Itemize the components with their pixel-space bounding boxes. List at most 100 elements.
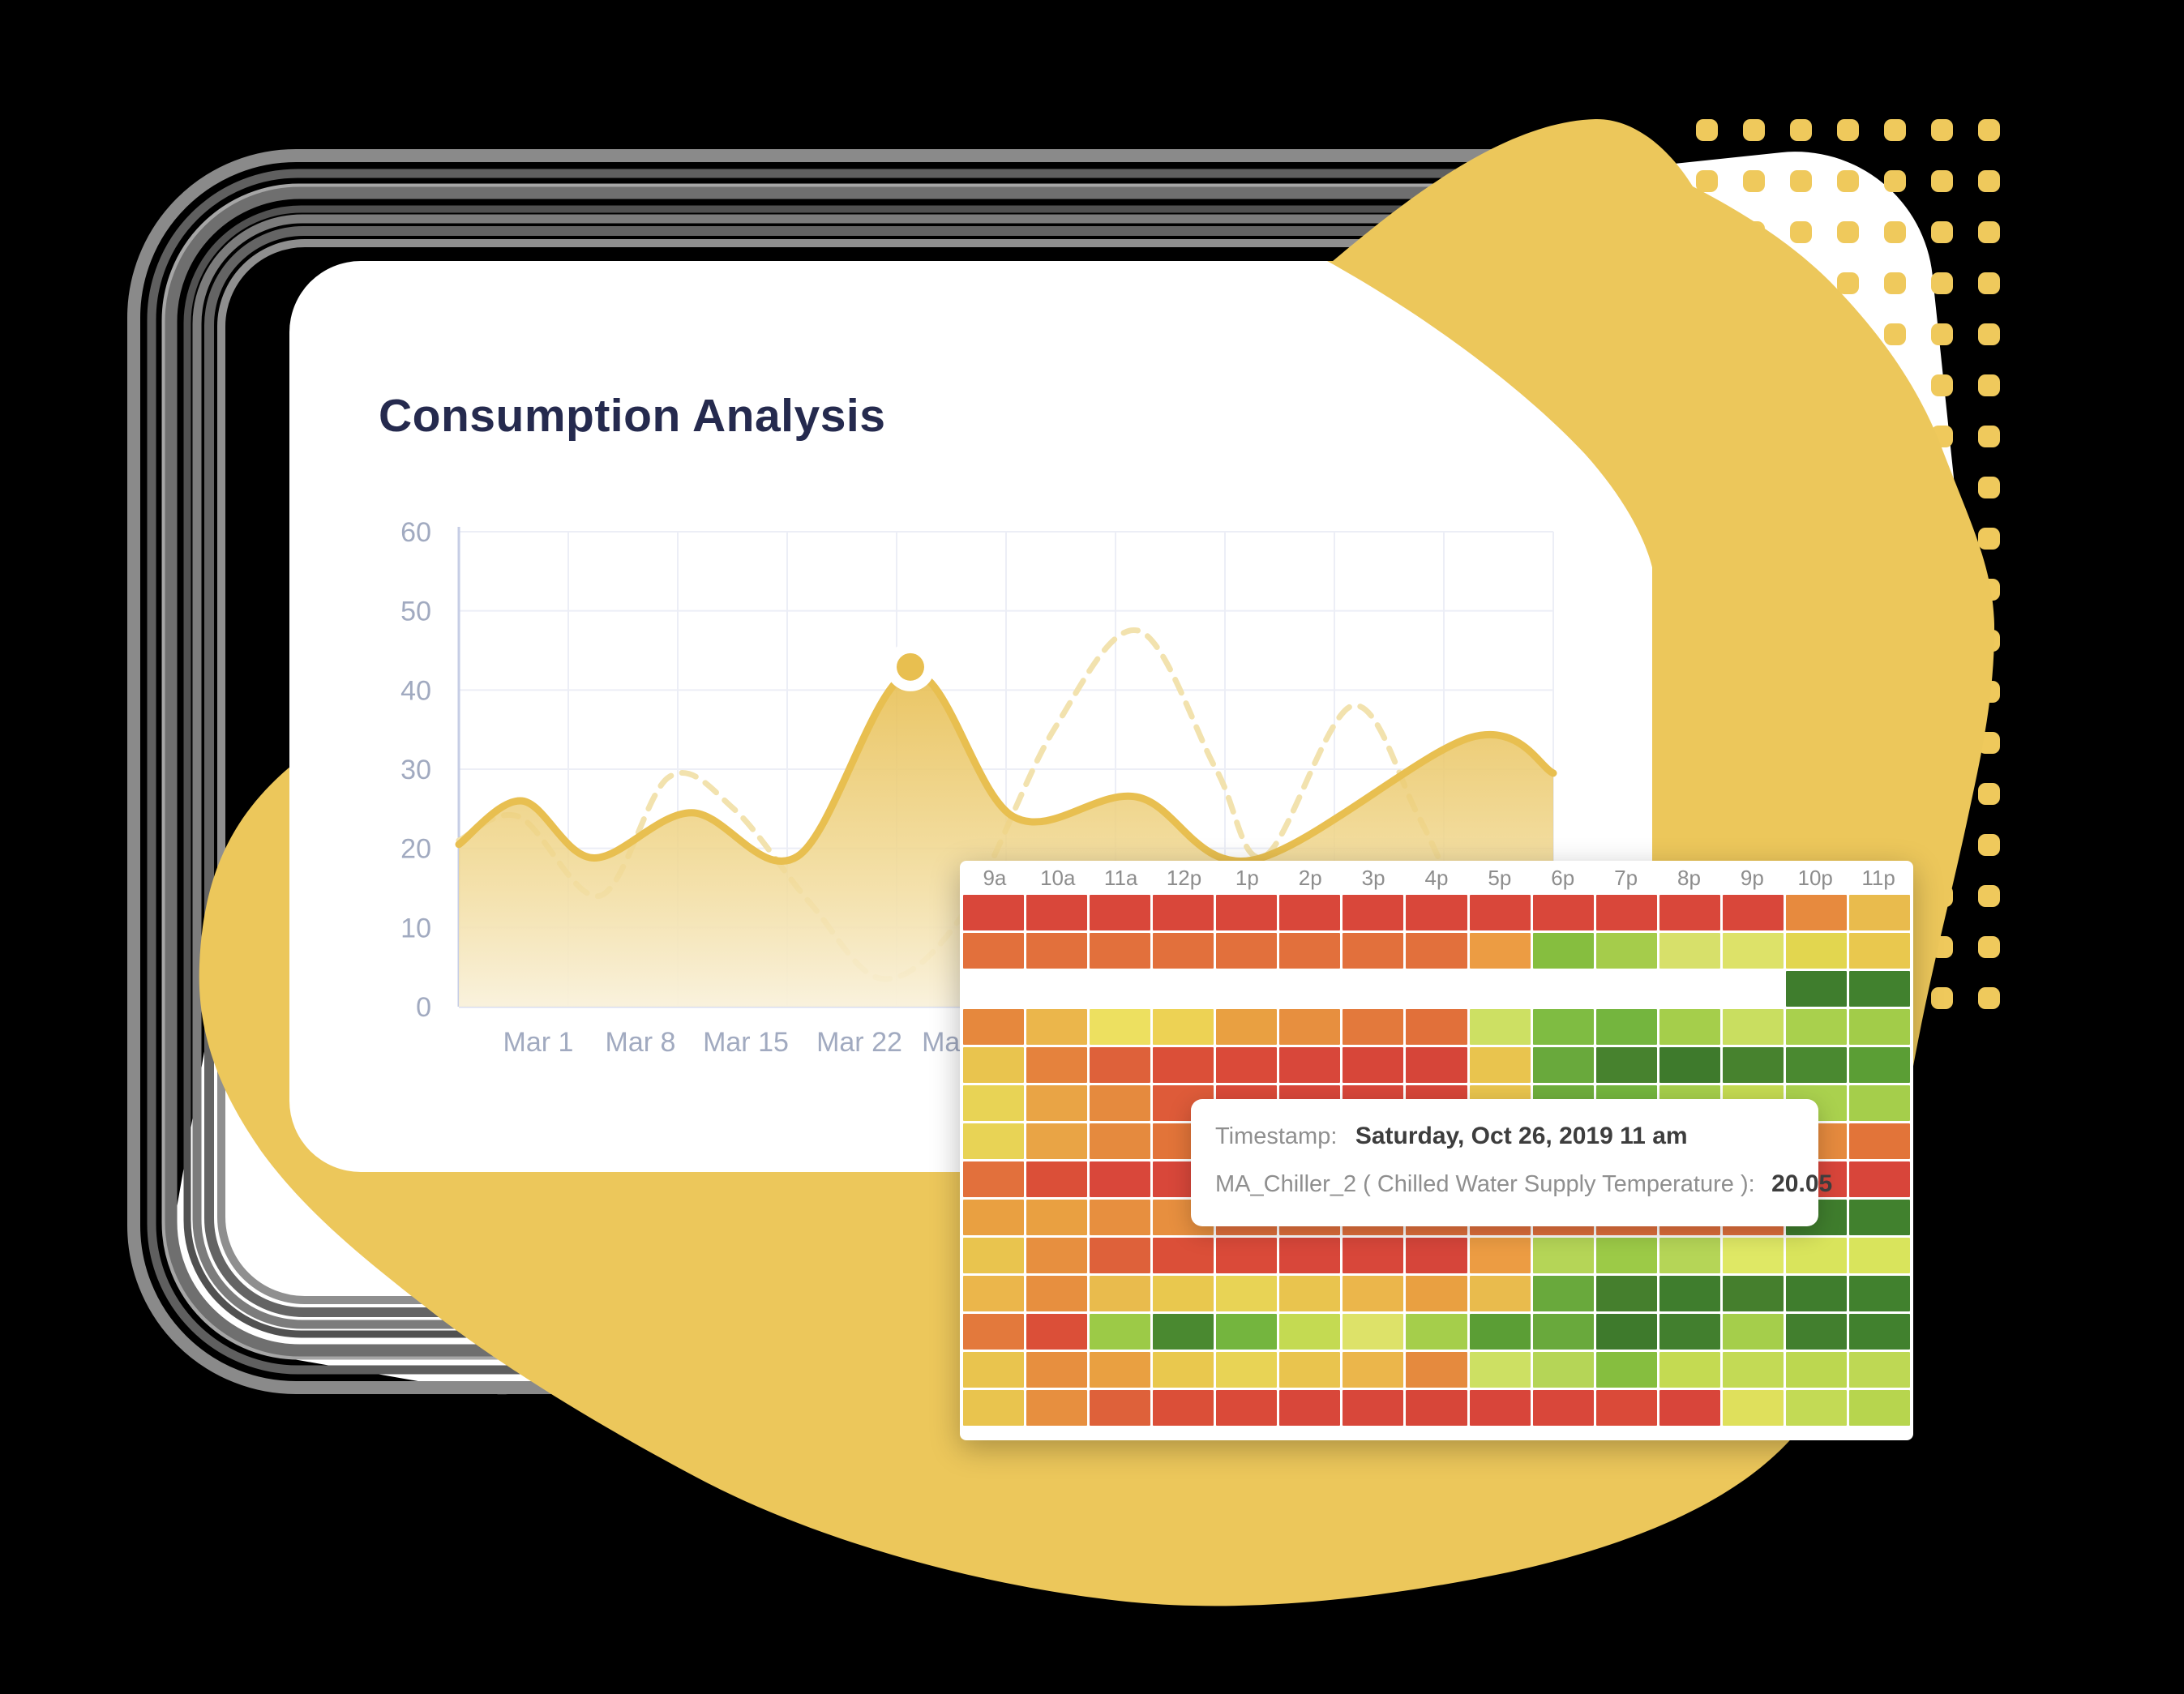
heatmap-cell-r6-9a[interactable]	[963, 1085, 1025, 1121]
heatmap-cell-r14-1p[interactable]	[1216, 1390, 1278, 1426]
heatmap-cell-r5-1p[interactable]	[1216, 1047, 1278, 1083]
heatmap-cell-r1-10a[interactable]	[1026, 895, 1088, 930]
heatmap-cell-r13-10a[interactable]	[1026, 1352, 1088, 1388]
heatmap-cell-r12-1p[interactable]	[1216, 1314, 1278, 1350]
heatmap-cell-r12-7p[interactable]	[1595, 1314, 1657, 1350]
heatmap-cell-r13-3p[interactable]	[1343, 1352, 1404, 1388]
heatmap-cell-r11-7p[interactable]	[1595, 1276, 1657, 1311]
heatmap-cell-r9-10a[interactable]	[1026, 1200, 1088, 1235]
heatmap-cell-r14-8p[interactable]	[1659, 1390, 1720, 1426]
heatmap-cell-r13-10p[interactable]	[1785, 1352, 1847, 1388]
heatmap-cell-r3-9p[interactable]	[1722, 971, 1784, 1007]
heatmap-cell-r4-9p[interactable]	[1722, 1009, 1784, 1045]
heatmap-cell-r8-11p[interactable]	[1848, 1161, 1910, 1197]
heatmap-cell-r12-9a[interactable]	[963, 1314, 1025, 1350]
heatmap-cell-r14-9a[interactable]	[963, 1390, 1025, 1426]
heatmap-cell-r2-11p[interactable]	[1848, 933, 1910, 969]
heatmap-cell-r10-7p[interactable]	[1595, 1238, 1657, 1273]
heatmap-cell-r1-11a[interactable]	[1090, 895, 1151, 930]
heatmap-cell-r7-11a[interactable]	[1090, 1123, 1151, 1159]
heatmap-cell-r3-5p[interactable]	[1469, 971, 1531, 1007]
heatmap-cell-r3-12p[interactable]	[1153, 971, 1214, 1007]
heatmap-cell-r2-4p[interactable]	[1406, 933, 1467, 969]
heatmap-cell-r12-6p[interactable]	[1532, 1314, 1594, 1350]
heatmap-cell-r13-11a[interactable]	[1090, 1352, 1151, 1388]
heatmap-cell-r5-11a[interactable]	[1090, 1047, 1151, 1083]
heatmap-cell-r2-6p[interactable]	[1532, 933, 1594, 969]
heatmap-cell-r10-10a[interactable]	[1026, 1238, 1088, 1273]
heatmap-cell-r1-9a[interactable]	[963, 895, 1025, 930]
heatmap-cell-r12-4p[interactable]	[1406, 1314, 1467, 1350]
heatmap-cell-r4-11p[interactable]	[1848, 1009, 1910, 1045]
heatmap-cell-r5-11p[interactable]	[1848, 1047, 1910, 1083]
heatmap-cell-r3-11a[interactable]	[1090, 971, 1151, 1007]
heatmap-cell-r13-8p[interactable]	[1659, 1352, 1720, 1388]
heatmap-cell-r11-4p[interactable]	[1406, 1276, 1467, 1311]
heatmap-cell-r1-11p[interactable]	[1848, 895, 1910, 930]
heatmap-cell-r2-7p[interactable]	[1595, 933, 1657, 969]
heatmap-cell-r11-5p[interactable]	[1469, 1276, 1531, 1311]
heatmap-cell-r14-3p[interactable]	[1343, 1390, 1404, 1426]
heatmap-cell-r11-10p[interactable]	[1785, 1276, 1847, 1311]
heatmap-cell-r5-4p[interactable]	[1406, 1047, 1467, 1083]
heatmap-cell-r4-7p[interactable]	[1595, 1009, 1657, 1045]
heatmap-cell-r5-10a[interactable]	[1026, 1047, 1088, 1083]
heatmap-cell-r5-3p[interactable]	[1343, 1047, 1404, 1083]
heatmap-cell-r3-1p[interactable]	[1216, 971, 1278, 1007]
heatmap-cell-r5-12p[interactable]	[1153, 1047, 1214, 1083]
heatmap-cell-r3-3p[interactable]	[1343, 971, 1404, 1007]
heatmap-cell-r3-6p[interactable]	[1532, 971, 1594, 1007]
heatmap-cell-r7-10a[interactable]	[1026, 1123, 1088, 1159]
heatmap-cell-r1-4p[interactable]	[1406, 895, 1467, 930]
heatmap-cell-r3-2p[interactable]	[1279, 971, 1341, 1007]
heatmap-cell-r8-10a[interactable]	[1026, 1161, 1088, 1197]
heatmap-cell-r7-9a[interactable]	[963, 1123, 1025, 1159]
heatmap-cell-r5-9p[interactable]	[1722, 1047, 1784, 1083]
heatmap-cell-r13-11p[interactable]	[1848, 1352, 1910, 1388]
heatmap-cell-r1-5p[interactable]	[1469, 895, 1531, 930]
heatmap-cell-r4-3p[interactable]	[1343, 1009, 1404, 1045]
heatmap-cell-r2-12p[interactable]	[1153, 933, 1214, 969]
heatmap-cell-r3-7p[interactable]	[1595, 971, 1657, 1007]
heatmap-cell-r11-3p[interactable]	[1343, 1276, 1404, 1311]
heatmap-cell-r10-6p[interactable]	[1532, 1238, 1594, 1273]
heatmap-cell-r1-8p[interactable]	[1659, 895, 1720, 930]
heatmap-cell-r2-9a[interactable]	[963, 933, 1025, 969]
heatmap-cell-r4-9a[interactable]	[963, 1009, 1025, 1045]
heatmap-cell-r4-8p[interactable]	[1659, 1009, 1720, 1045]
heatmap-cell-r12-11p[interactable]	[1848, 1314, 1910, 1350]
heatmap-cell-r12-9p[interactable]	[1722, 1314, 1784, 1350]
heatmap-cell-r12-2p[interactable]	[1279, 1314, 1341, 1350]
heatmap-cell-r10-3p[interactable]	[1343, 1238, 1404, 1273]
heatmap-cell-r12-5p[interactable]	[1469, 1314, 1531, 1350]
heatmap-cell-r3-8p[interactable]	[1659, 971, 1720, 1007]
heatmap-cell-r3-11p[interactable]	[1848, 971, 1910, 1007]
heatmap-cell-r1-6p[interactable]	[1532, 895, 1594, 930]
heatmap-cell-r9-11a[interactable]	[1090, 1200, 1151, 1235]
heatmap-cell-r13-12p[interactable]	[1153, 1352, 1214, 1388]
heatmap-cell-r2-1p[interactable]	[1216, 933, 1278, 969]
heatmap-cell-r12-8p[interactable]	[1659, 1314, 1720, 1350]
heatmap-cell-r14-11a[interactable]	[1090, 1390, 1151, 1426]
heatmap-cell-r3-10p[interactable]	[1785, 971, 1847, 1007]
heatmap-cell-r2-8p[interactable]	[1659, 933, 1720, 969]
heatmap-cell-r11-11p[interactable]	[1848, 1276, 1910, 1311]
heatmap-cell-r4-10a[interactable]	[1026, 1009, 1088, 1045]
heatmap-cell-r11-9a[interactable]	[963, 1276, 1025, 1311]
heatmap-cell-r2-2p[interactable]	[1279, 933, 1341, 969]
heatmap-cell-r2-3p[interactable]	[1343, 933, 1404, 969]
heatmap-cell-r9-9a[interactable]	[963, 1200, 1025, 1235]
heatmap-cell-r4-1p[interactable]	[1216, 1009, 1278, 1045]
heatmap-cell-r2-10a[interactable]	[1026, 933, 1088, 969]
heatmap-cell-r10-1p[interactable]	[1216, 1238, 1278, 1273]
heatmap-cell-r5-6p[interactable]	[1532, 1047, 1594, 1083]
heatmap-cell-r11-1p[interactable]	[1216, 1276, 1278, 1311]
heatmap-cell-r14-5p[interactable]	[1469, 1390, 1531, 1426]
heatmap-cell-r12-3p[interactable]	[1343, 1314, 1404, 1350]
heatmap-cell-r12-12p[interactable]	[1153, 1314, 1214, 1350]
heatmap-cell-r1-3p[interactable]	[1343, 895, 1404, 930]
heatmap-cell-r3-10a[interactable]	[1026, 971, 1088, 1007]
heatmap-cell-r14-10p[interactable]	[1785, 1390, 1847, 1426]
heatmap-cell-r5-9a[interactable]	[963, 1047, 1025, 1083]
heatmap-cell-r3-4p[interactable]	[1406, 971, 1467, 1007]
